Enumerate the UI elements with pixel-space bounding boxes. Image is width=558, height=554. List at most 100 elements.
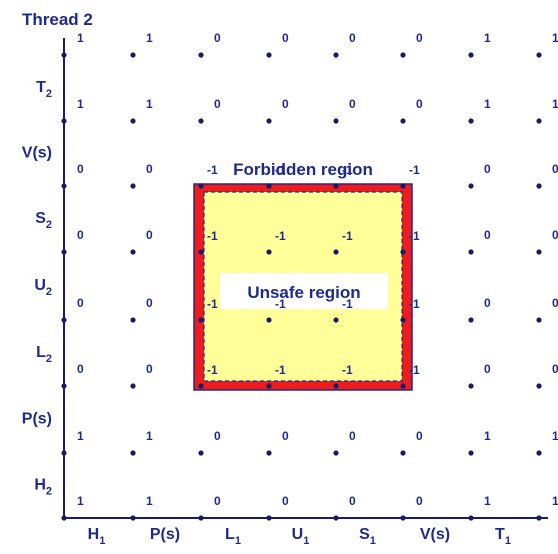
grid-point-value: 0 xyxy=(77,162,84,176)
regions: Forbidden region Unsafe region xyxy=(193,160,413,391)
grid-point xyxy=(400,249,406,255)
grid-point-value: -1 xyxy=(409,363,420,377)
grid-point xyxy=(266,118,272,124)
grid-point-value: 1 xyxy=(552,31,558,45)
grid-point xyxy=(198,52,204,58)
grid-point xyxy=(468,183,474,189)
unsafe-label-background xyxy=(220,273,388,309)
unsafe-region-label: Unsafe region xyxy=(247,283,360,302)
grid-point-value: 0 xyxy=(214,494,221,508)
grid-point xyxy=(266,515,272,521)
grid-point-value: 1 xyxy=(484,97,491,111)
forbidden-region-label: Forbidden region xyxy=(233,160,373,179)
grid-point xyxy=(468,317,474,323)
grid-point xyxy=(400,118,406,124)
grid-point-value: 0 xyxy=(214,97,221,111)
grid-point xyxy=(333,52,339,58)
grid-point-value: 1 xyxy=(484,494,491,508)
grid-point xyxy=(130,383,136,389)
grid-point-value: -1 xyxy=(342,229,353,243)
grid-point xyxy=(198,118,204,124)
grid-point-value: 1 xyxy=(146,429,153,443)
grid-point-value: 0 xyxy=(416,97,423,111)
grid-point-value: 1 xyxy=(552,97,558,111)
grid-point-value: 0 xyxy=(484,162,491,176)
thread-2-title: Thread 2 xyxy=(22,10,93,29)
grid-point xyxy=(198,383,204,389)
grid-point xyxy=(400,515,406,521)
grid-point-value: 1 xyxy=(552,494,558,508)
grid-point-value: -1 xyxy=(342,363,353,377)
grid-point-value: 0 xyxy=(416,429,423,443)
grid-point-value: 0 xyxy=(214,429,221,443)
grid-point-value: 0 xyxy=(282,429,289,443)
grid-point-value: 0 xyxy=(282,494,289,508)
grid-point-value: 0 xyxy=(349,31,356,45)
grid-point-value: 1 xyxy=(484,429,491,443)
grid-point-value: -1 xyxy=(409,229,420,243)
grid-point-value: 0 xyxy=(77,362,84,376)
grid-point xyxy=(198,450,204,456)
grid-point xyxy=(333,183,339,189)
grid-point-value: -1 xyxy=(275,229,286,243)
grid-point-value: -1 xyxy=(207,297,218,311)
grid-point xyxy=(198,515,204,521)
grid-point xyxy=(61,249,67,255)
grid-point-value: 0 xyxy=(146,296,153,310)
y-axis-label: H2 xyxy=(34,477,52,498)
grid-point xyxy=(400,317,406,323)
grid-point-value: 0 xyxy=(349,494,356,508)
grid-point xyxy=(468,515,474,521)
y-axis-label: U2 xyxy=(34,277,52,298)
grid-point-value: 0 xyxy=(77,228,84,242)
grid-point-value: 0 xyxy=(416,31,423,45)
grid-point-value: -1 xyxy=(275,163,286,177)
grid-point xyxy=(266,450,272,456)
grid-point xyxy=(266,317,272,323)
grid-point xyxy=(130,317,136,323)
grid-point xyxy=(400,183,406,189)
y-axis-label: V(s) xyxy=(22,145,52,162)
grid-point xyxy=(400,450,406,456)
grid-point-value: -1 xyxy=(207,229,218,243)
grid-point-value: 0 xyxy=(552,296,558,310)
y-axis-label: L2 xyxy=(36,344,52,365)
grid-point-value: 1 xyxy=(146,97,153,111)
grid-point-value: 1 xyxy=(146,31,153,45)
y-axis-label: T2 xyxy=(36,79,52,100)
grid-point-value: -1 xyxy=(342,163,353,177)
grid-point xyxy=(536,317,542,323)
grid-point-value: 0 xyxy=(282,31,289,45)
grid-point-value: 0 xyxy=(146,162,153,176)
grid-point-value: 1 xyxy=(77,494,84,508)
grid-point-value: 1 xyxy=(484,31,491,45)
grid-point-value: 0 xyxy=(484,228,491,242)
grid-point xyxy=(400,52,406,58)
grid-point-value: -1 xyxy=(342,297,353,311)
grid-point xyxy=(198,183,204,189)
grid-point xyxy=(468,249,474,255)
y-axis-labels: H2 P(s) L2 U2 S2 V(s) T2 xyxy=(22,79,52,498)
grid-point xyxy=(61,383,67,389)
grid-point xyxy=(333,450,339,456)
grid-point xyxy=(333,317,339,323)
grid-point-value: -1 xyxy=(275,363,286,377)
grid-point-value: 0 xyxy=(484,296,491,310)
grid-point xyxy=(266,249,272,255)
y-axis-label: S2 xyxy=(35,210,52,231)
x-axis-labels: H1 P(s) L1 U1 S1 V(s) T1 xyxy=(88,526,511,547)
grid-point xyxy=(333,118,339,124)
grid-point-value: 0 xyxy=(552,162,558,176)
grid-point-value: 0 xyxy=(146,228,153,242)
grid-point xyxy=(61,317,67,323)
grid-point xyxy=(333,383,339,389)
grid-point xyxy=(468,118,474,124)
grid-point xyxy=(468,450,474,456)
x-axis-label: S1 xyxy=(359,526,376,547)
grid-point xyxy=(61,183,67,189)
grid-point xyxy=(536,118,542,124)
grid-point xyxy=(130,249,136,255)
grid-point-value: 0 xyxy=(349,97,356,111)
grid-point-value: 0 xyxy=(214,31,221,45)
